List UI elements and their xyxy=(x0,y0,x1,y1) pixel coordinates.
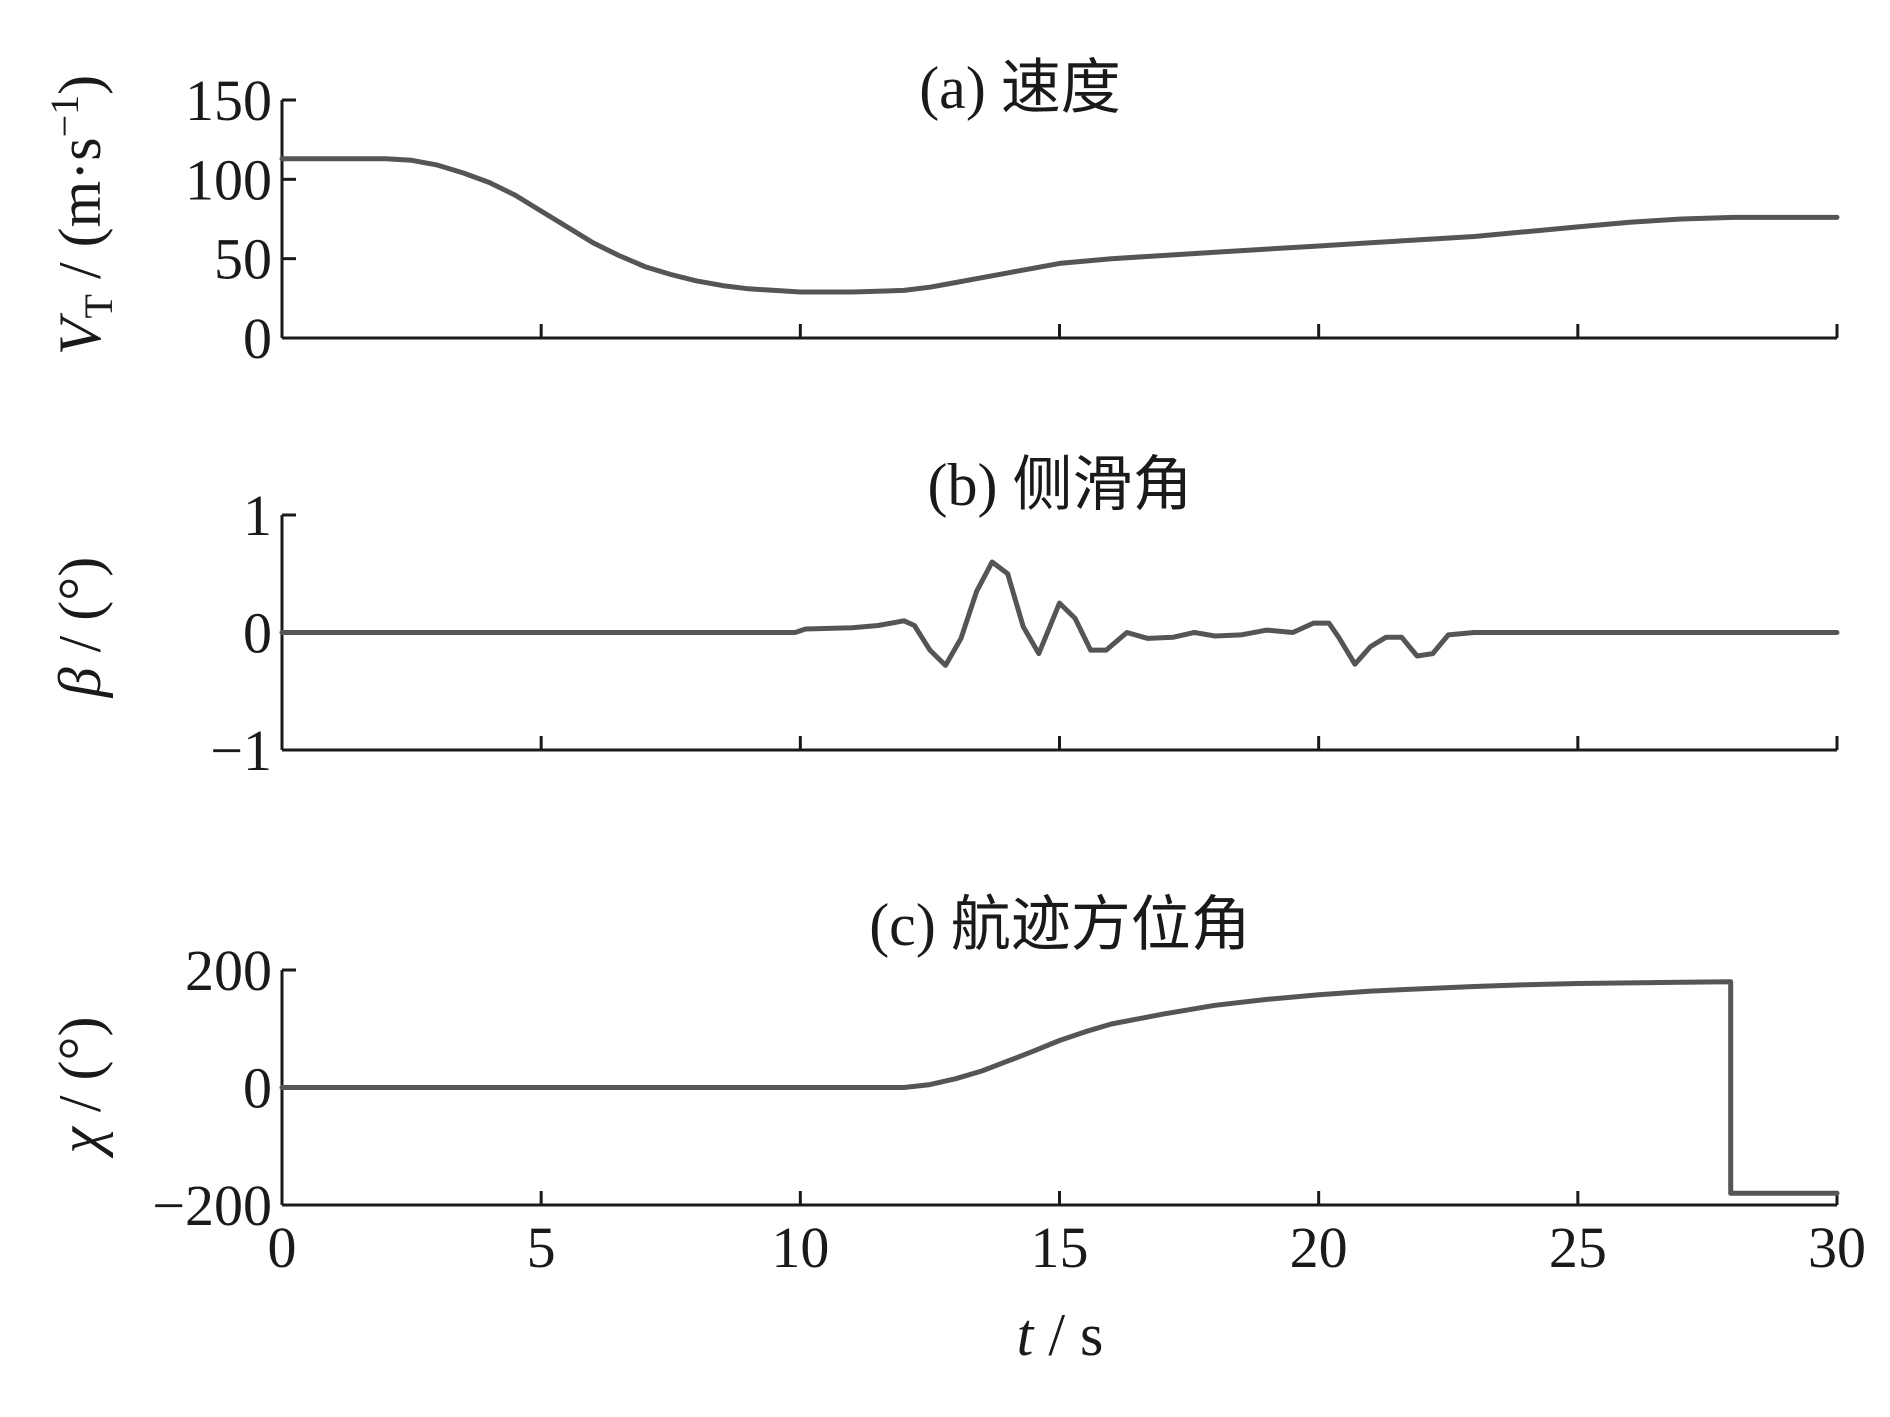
x-tick-label: 10 xyxy=(771,1215,829,1280)
y-tick-label-track-azimuth: 0 xyxy=(243,1056,272,1121)
panel-velocity: (a) 速度 VT / (m·s−1) 0 50 100 150 xyxy=(42,55,1840,371)
y-axis-label-velocity-unit: / (m·s xyxy=(47,137,113,294)
panel-title-velocity: (a) 速度 xyxy=(919,55,1121,121)
y-axis-label-velocity-superscript: −1 xyxy=(42,95,87,138)
x-tick-label: 25 xyxy=(1549,1215,1607,1280)
plot-sideslip xyxy=(279,559,1840,668)
x-tick-label: 15 xyxy=(1031,1215,1089,1280)
axes-velocity: 0 50 100 150 xyxy=(185,68,1839,371)
y-axis-label-sideslip: β / (°) xyxy=(47,557,113,699)
x-tick-label: 30 xyxy=(1808,1215,1866,1280)
y-axis-label-track-azimuth: χ / (°) xyxy=(47,1016,113,1158)
y-axis-label-track-azimuth-unit: / (°) xyxy=(47,1016,113,1127)
x-tick-label: 20 xyxy=(1290,1215,1348,1280)
y-axis-label-velocity: VT / (m·s−1) xyxy=(42,75,121,355)
y-tick-label-sideslip: 1 xyxy=(243,483,272,548)
series-line-velocity xyxy=(279,156,1840,295)
y-axis-label-velocity-subscript: T xyxy=(76,294,121,318)
y-tick-label-sideslip: 0 xyxy=(243,601,272,666)
plot-velocity xyxy=(279,156,1840,295)
x-tick-label: 5 xyxy=(527,1215,556,1280)
y-tick-label-velocity: 100 xyxy=(185,147,272,212)
x-tick-label: 0 xyxy=(268,1215,297,1280)
series-line-track-azimuth xyxy=(279,979,1840,1196)
y-axis-label-track-azimuth-symbol: χ xyxy=(47,1126,113,1159)
y-axis-label-sideslip-symbol: β xyxy=(47,667,113,698)
svg-text:χ / (°): χ / (°) xyxy=(47,1016,113,1158)
x-axis-label: t / s xyxy=(1017,1302,1104,1368)
y-tick-label-velocity: 0 xyxy=(243,306,272,371)
svg-text:β / (°): β / (°) xyxy=(47,557,113,699)
y-axis-label-velocity-close: ) xyxy=(47,75,113,95)
svg-text:VT / (m·s−1): VT / (m·s−1) xyxy=(42,75,121,355)
y-axis-label-velocity-symbol: V xyxy=(47,312,113,355)
y-tick-label-velocity: 50 xyxy=(214,227,272,292)
y-tick-label-track-azimuth: −200 xyxy=(152,1173,272,1238)
series-line-sideslip xyxy=(279,559,1840,668)
panel-title-track-azimuth: (c) 航迹方位角 xyxy=(869,892,1251,958)
y-tick-label-track-azimuth: 200 xyxy=(185,938,272,1003)
panel-sideslip: (b) 侧滑角 β / (°) −1 0 1 xyxy=(47,452,1840,783)
x-axis-label-unit: / s xyxy=(1033,1302,1103,1368)
y-axis-label-sideslip-unit: / (°) xyxy=(47,557,113,668)
panel-title-sideslip: (b) 侧滑角 xyxy=(928,452,1193,518)
y-tick-label-sideslip: −1 xyxy=(210,718,272,783)
axes-sideslip: −1 0 1 xyxy=(210,483,1839,783)
x-axis-label-symbol: t xyxy=(1017,1302,1035,1368)
plot-track-azimuth xyxy=(279,979,1840,1196)
y-tick-label-velocity: 150 xyxy=(185,68,272,133)
